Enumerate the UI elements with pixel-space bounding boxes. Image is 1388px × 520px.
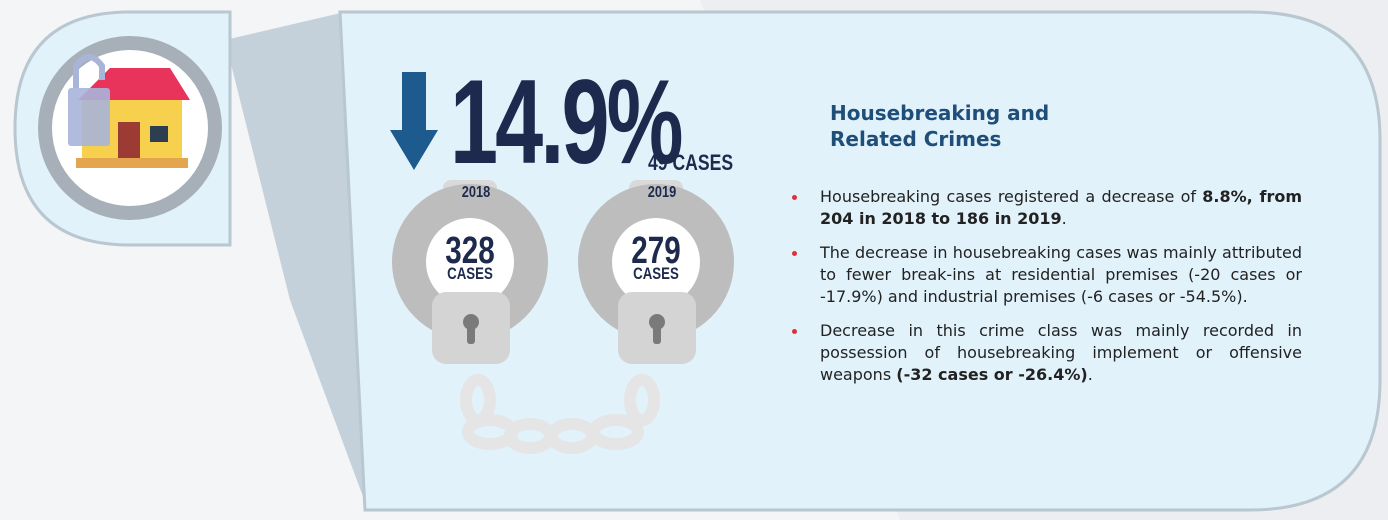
padlock [68, 88, 110, 146]
bullet-dot [792, 195, 797, 200]
title-line: Related Crimes [830, 126, 1049, 152]
page-body: 14.9% 49 CASES 2018 328 CASES 2019 279 C… [0, 0, 1388, 520]
ground [76, 158, 188, 168]
bold-text: (-32 cases or -26.4%) [896, 365, 1087, 384]
text: . [1062, 209, 1067, 228]
bullet-dot [792, 251, 797, 256]
headline-change: 14.9% [450, 62, 681, 182]
text: . [1088, 365, 1093, 384]
cuff-year: 2019 [638, 184, 686, 202]
arrow-shaft [402, 72, 426, 134]
keyhole [467, 322, 475, 344]
text: Housebreaking cases registered a decreas… [820, 187, 1202, 206]
bullet: Decrease in this crime class was mainly … [790, 320, 1302, 386]
cuff-unit: CASES [617, 264, 695, 284]
title-line: Housebreaking and [830, 100, 1049, 126]
window [150, 126, 168, 142]
section-title: Housebreaking and Related Crimes [830, 100, 1049, 152]
bullet-dot [792, 329, 797, 334]
page: Housebreaking and Related Crimes {"headl… [0, 0, 1388, 520]
bullet: The decrease in housebreaking cases was … [790, 242, 1302, 308]
headline-cases: 49 CASES [648, 150, 733, 176]
bullet-list: Housebreaking cases registered a decreas… [790, 186, 1302, 398]
text: The decrease in housebreaking cases was … [820, 243, 1302, 306]
cuff-unit: CASES [431, 264, 509, 284]
keyhole [653, 322, 661, 344]
bullet: Housebreaking cases registered a decreas… [790, 186, 1302, 230]
cuff-year: 2018 [452, 184, 500, 202]
